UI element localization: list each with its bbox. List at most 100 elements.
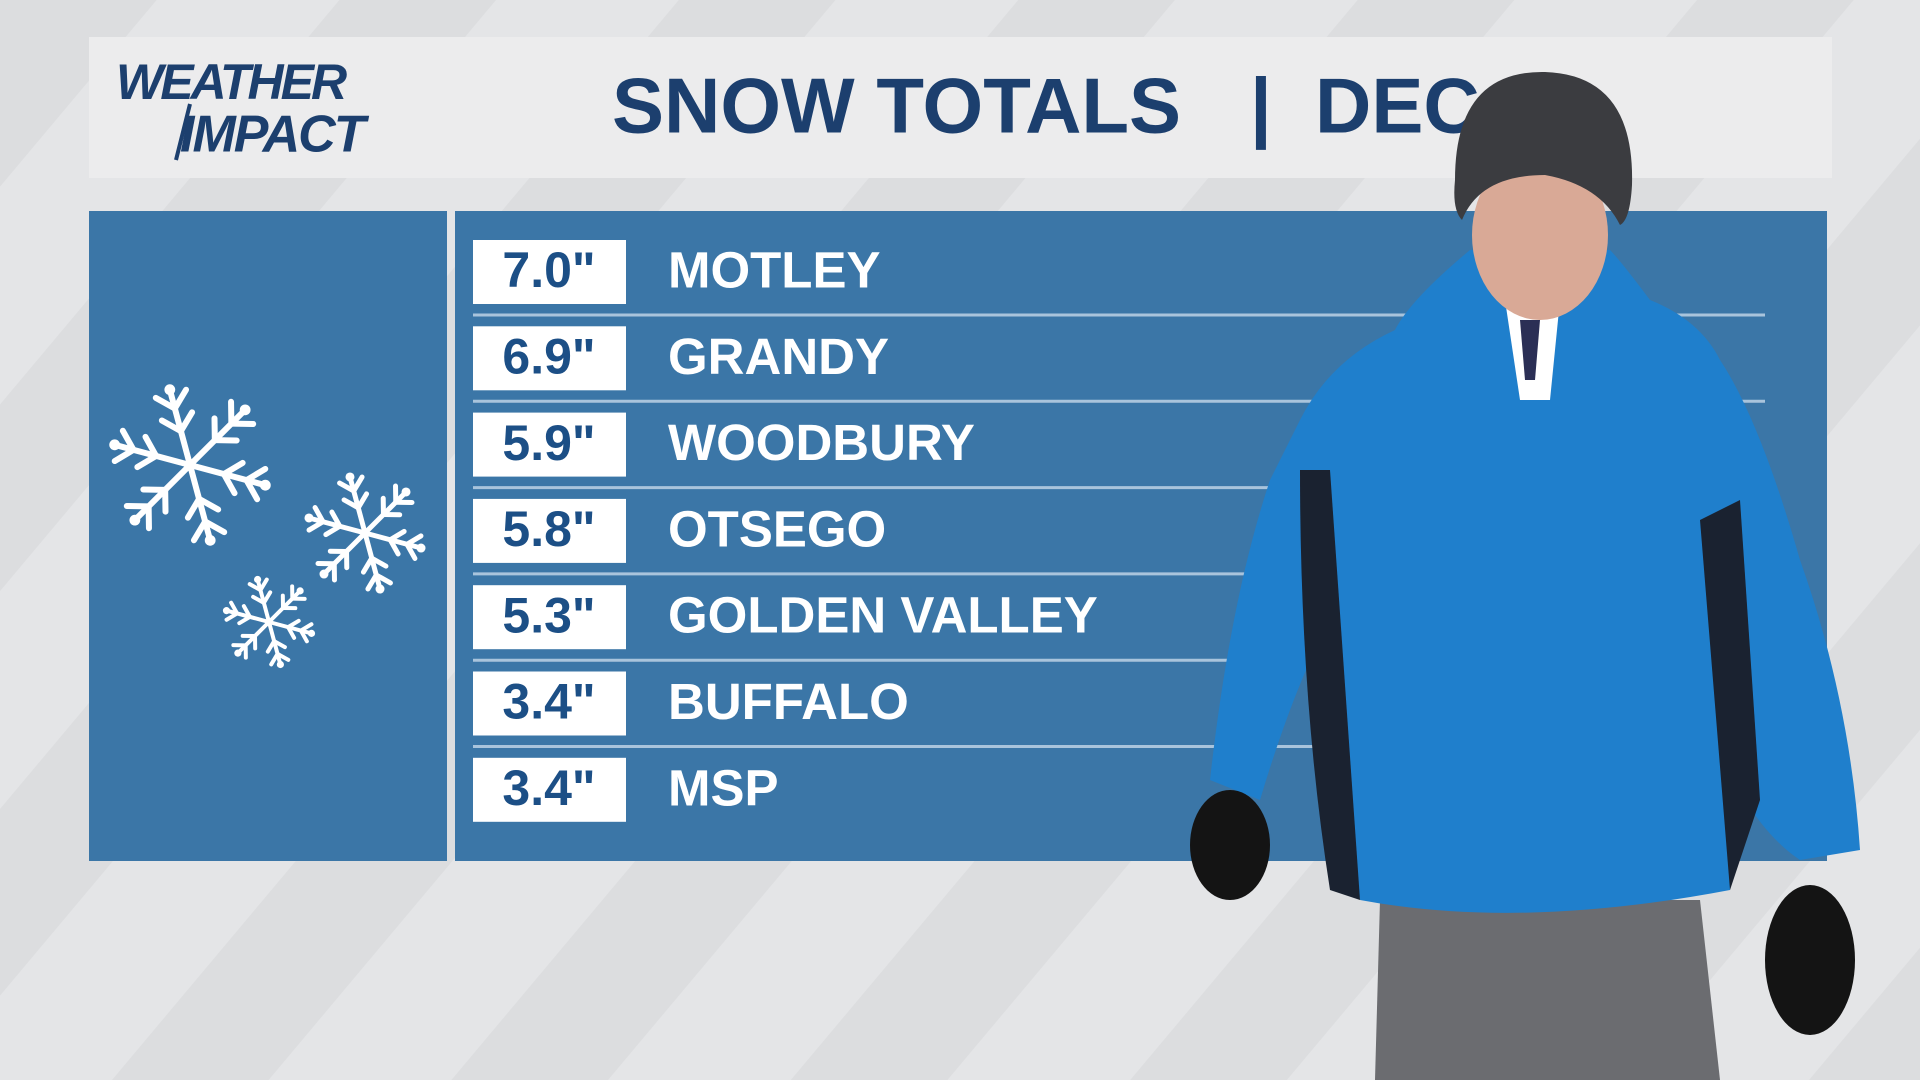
flake-tip — [222, 607, 231, 615]
flake-branch — [306, 519, 326, 533]
flake-branch — [111, 446, 137, 465]
logo-line2: IMPACT — [180, 106, 370, 164]
location: GOLDEN VALLEY — [668, 587, 1098, 644]
flake-branch — [258, 577, 269, 593]
amount-box — [473, 585, 626, 650]
flake-tip — [319, 569, 329, 579]
flake-branch — [341, 497, 361, 511]
location: WOODBURY — [668, 414, 975, 471]
flake-tip — [164, 384, 176, 396]
location: BUFFALO — [668, 673, 909, 730]
amount-box — [473, 240, 626, 304]
flake-tip — [345, 472, 355, 482]
location: MSP — [668, 759, 779, 816]
flake-branch — [286, 618, 301, 630]
total-row: 5.3" GOLDEN VALLEY — [473, 585, 1765, 662]
amount: 7.0" — [502, 242, 595, 298]
flake-branch — [275, 651, 291, 662]
flake-tip — [296, 587, 304, 595]
total-row: 3.4" BUFFALO — [473, 671, 1765, 748]
total-row: 3.4" MSP — [473, 757, 779, 822]
flake-branch — [365, 572, 379, 592]
flake-branch — [298, 622, 314, 633]
total-row: 6.9" GRANDY — [473, 326, 1765, 403]
flake-branch — [272, 639, 287, 650]
flake-branch — [184, 495, 203, 521]
header-title: SNOW TOTALS — [612, 62, 1181, 150]
flake-branch — [312, 505, 326, 525]
flake-branch — [247, 582, 263, 593]
flake-branch — [224, 611, 240, 622]
flake-branch — [241, 604, 252, 619]
flake-branch — [171, 386, 190, 412]
flake-tip — [234, 649, 242, 657]
snowflake — [222, 575, 316, 669]
amount-box — [473, 757, 626, 822]
flake-tip — [375, 584, 385, 594]
flake-branch — [196, 495, 222, 513]
header-separator: | — [1250, 62, 1272, 150]
flake-branch — [220, 471, 238, 497]
amount: 3.4" — [502, 674, 595, 730]
flake-tip — [204, 534, 216, 546]
logo: WEATHER IMPACT — [116, 54, 372, 164]
flake-branch — [119, 427, 137, 453]
flake-branch — [373, 572, 393, 586]
flake-branch — [404, 541, 418, 561]
location: OTSEGO — [668, 500, 886, 557]
amount-box — [473, 412, 626, 477]
flake-branch — [265, 639, 277, 654]
logo-slash — [174, 103, 192, 161]
amount-box — [473, 671, 626, 736]
flake-branch — [269, 651, 280, 667]
flake-branch — [337, 480, 357, 494]
flake-tip — [239, 404, 251, 416]
amount-box — [473, 326, 626, 391]
snowflakes — [109, 384, 426, 669]
flake-tip — [307, 629, 316, 637]
flake-branch — [387, 537, 401, 557]
flake-branch — [158, 417, 184, 435]
header-period: DEC — [1315, 62, 1480, 150]
flake-branch — [360, 555, 375, 575]
flake-branch — [298, 628, 309, 644]
flake-branch — [237, 614, 252, 626]
flake-tip — [109, 439, 121, 451]
amount: 5.3" — [502, 587, 595, 643]
logo-line1: WEATHER — [116, 54, 347, 110]
total-row: 5.8" OTSEGO — [473, 498, 1765, 576]
flake-tip — [259, 479, 271, 491]
amount: 5.9" — [502, 415, 595, 471]
flake-branch — [351, 474, 365, 494]
flake-branch — [220, 459, 246, 478]
flake-tip — [304, 513, 314, 523]
snowflake — [109, 384, 271, 546]
presenter — [1190, 71, 1860, 1080]
flake-branch — [286, 625, 297, 640]
location: GRANDY — [668, 328, 889, 385]
amount-box — [473, 498, 626, 563]
icon-panel — [89, 211, 447, 861]
flake-branch — [329, 509, 343, 529]
flake-branch — [190, 518, 209, 544]
flake-branch — [243, 477, 261, 503]
flake-branch — [369, 555, 389, 569]
totals-list: 7.0" MOTLEY 6.9" GRANDY 5.9" WOODBURY 5.8" OTSE… — [473, 240, 1765, 822]
flake-branch — [134, 452, 160, 471]
flake-branch — [177, 409, 196, 435]
flake-tip — [416, 543, 426, 553]
flake-branch — [261, 590, 273, 605]
flake-branch — [202, 518, 228, 536]
flake-tip — [254, 575, 262, 584]
flake-tip — [276, 660, 284, 669]
flake-tip — [129, 514, 141, 526]
amount: 6.9" — [502, 329, 595, 385]
flake-tip — [401, 487, 411, 497]
snowflake — [304, 472, 426, 594]
flake-branch — [355, 491, 370, 511]
total-row: 7.0" MOTLEY — [473, 240, 1765, 317]
location: MOTLEY — [668, 241, 881, 298]
amount: 3.4" — [502, 760, 595, 816]
